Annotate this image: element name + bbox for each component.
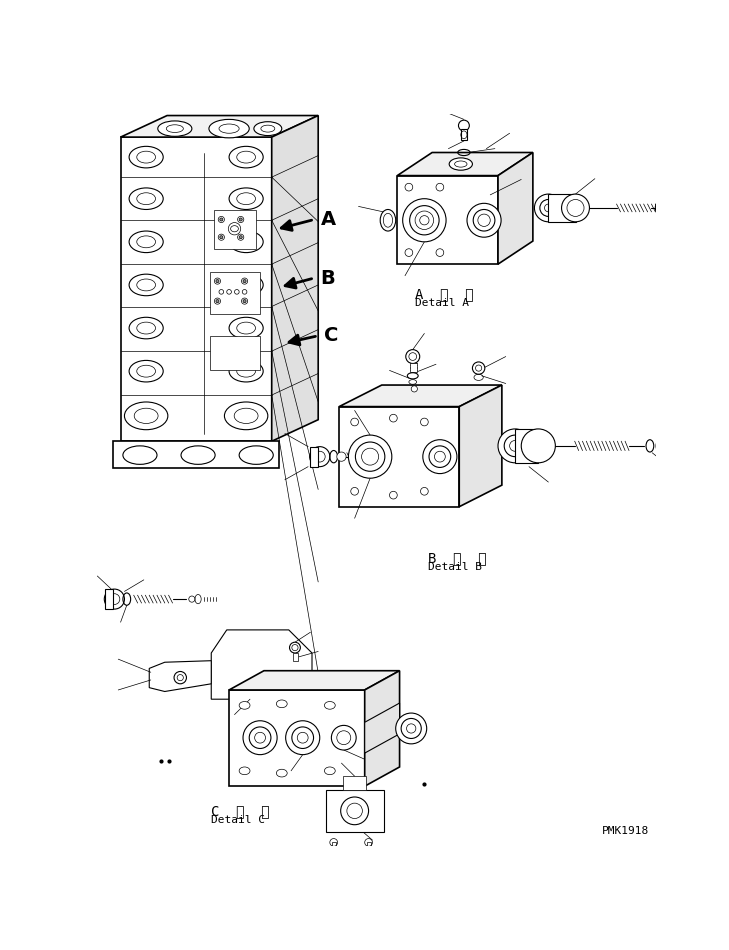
Circle shape [420,216,429,225]
Bar [658,435,666,457]
Bar [113,441,279,468]
Text: B: B [321,269,335,288]
Polygon shape [364,671,399,787]
Ellipse shape [123,446,157,465]
Ellipse shape [276,700,287,708]
Bar [105,589,113,609]
Bar [326,790,384,832]
Ellipse shape [324,701,335,710]
Circle shape [216,279,219,283]
Circle shape [239,236,242,238]
Polygon shape [229,690,364,787]
Text: PMK1918: PMK1918 [602,826,649,836]
Polygon shape [120,116,318,137]
Polygon shape [339,385,502,407]
Circle shape [459,120,469,131]
Polygon shape [459,385,502,506]
Circle shape [421,418,428,426]
Circle shape [332,726,356,750]
Bar [461,129,467,141]
Circle shape [243,721,277,754]
Circle shape [423,440,457,474]
Circle shape [104,589,125,609]
Polygon shape [397,176,498,264]
Bar [214,210,256,249]
Polygon shape [498,153,533,264]
Circle shape [351,487,359,495]
Circle shape [498,429,532,463]
Circle shape [411,386,418,392]
Ellipse shape [209,120,249,138]
Text: C  詳  細: C 詳 細 [211,805,270,819]
Bar [410,363,417,372]
Bar [667,198,675,218]
Circle shape [534,194,562,221]
Circle shape [310,446,330,466]
Ellipse shape [181,446,215,465]
Bar [311,446,318,466]
Circle shape [389,491,397,499]
Circle shape [286,721,320,754]
Text: Detail A: Detail A [415,298,469,308]
Circle shape [351,418,359,426]
Polygon shape [397,153,533,176]
Ellipse shape [381,210,396,231]
Polygon shape [211,630,312,699]
Circle shape [665,198,685,218]
Ellipse shape [239,767,250,774]
Circle shape [219,236,223,238]
Bar [332,843,336,851]
Circle shape [472,362,485,374]
Polygon shape [339,407,459,506]
Ellipse shape [254,122,282,136]
Ellipse shape [449,158,472,170]
Ellipse shape [521,429,555,463]
Circle shape [406,350,420,364]
Polygon shape [229,671,399,690]
Ellipse shape [561,194,590,221]
Circle shape [340,797,369,825]
Polygon shape [120,137,272,441]
Bar [292,653,298,660]
Ellipse shape [276,770,287,777]
Polygon shape [364,703,399,753]
Text: A: A [321,210,335,229]
Circle shape [243,299,246,303]
Bar [210,272,260,314]
Circle shape [243,279,246,283]
Circle shape [219,218,223,221]
Circle shape [348,435,391,478]
Circle shape [174,672,187,684]
Circle shape [421,487,428,495]
Bar [210,335,260,370]
Bar [515,429,538,463]
Bar [343,776,366,790]
Circle shape [337,452,346,462]
Text: B  詳  細: B 詳 細 [428,551,487,565]
Circle shape [656,435,678,457]
Text: C: C [324,326,339,345]
Circle shape [436,249,444,256]
Polygon shape [272,116,318,441]
Bar [367,843,371,851]
Ellipse shape [324,767,335,774]
Circle shape [289,642,300,653]
Polygon shape [149,660,211,692]
Text: A  詳  細: A 詳 細 [415,287,474,301]
Circle shape [216,299,219,303]
Circle shape [405,183,413,191]
Text: Detail B: Detail B [428,562,483,572]
Ellipse shape [239,446,273,465]
Ellipse shape [157,121,192,137]
Ellipse shape [239,701,250,710]
Circle shape [405,249,413,256]
Circle shape [239,218,242,221]
Text: Detail C: Detail C [211,815,265,826]
Circle shape [436,183,444,191]
Circle shape [467,203,501,238]
Bar [548,194,575,221]
Circle shape [396,713,426,744]
Circle shape [402,199,446,242]
Circle shape [389,414,397,422]
